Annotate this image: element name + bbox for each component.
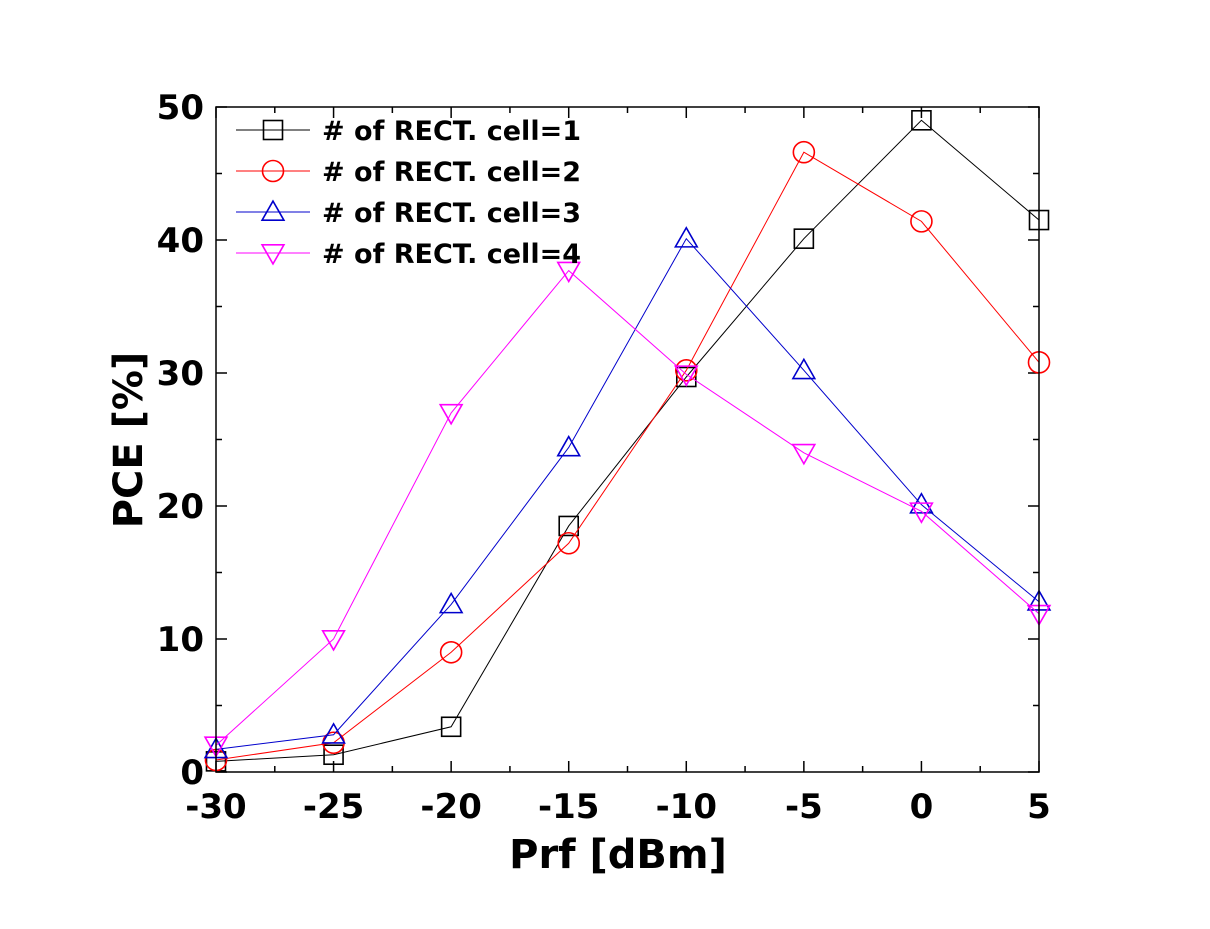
x-tick-label: -15 <box>538 787 599 827</box>
data-point <box>321 722 346 744</box>
x-tick-label: 5 <box>1027 787 1051 827</box>
data-point <box>439 640 463 664</box>
data-point <box>556 261 582 284</box>
y-tick-label: 20 <box>157 487 204 527</box>
legend: # of RECT. cell=1 # of RECT. cell=2 # of R… <box>236 116 581 270</box>
plot-frame <box>215 106 1040 773</box>
x-tick-label: -25 <box>303 787 364 827</box>
x-tick-label: -5 <box>785 787 823 827</box>
data-point <box>558 515 580 537</box>
x-axis-title: Prf [dBm] <box>509 832 727 878</box>
y-tick-label: 10 <box>157 620 204 660</box>
legend-marker <box>262 119 284 141</box>
y-tick-label: 0 <box>180 753 204 793</box>
series-4 <box>203 261 1052 758</box>
series-line <box>215 119 1040 762</box>
legend-entry-3: # of RECT. cell=3 <box>236 198 581 229</box>
legend-marker <box>260 244 286 266</box>
legend-entry-1: # of RECT. cell=1 <box>236 116 581 147</box>
data-point <box>791 443 817 466</box>
data-point <box>674 359 698 382</box>
x-tick-label: 0 <box>910 787 934 827</box>
x-tick-label: -10 <box>656 787 717 827</box>
y-tick-label: 30 <box>157 354 204 394</box>
legend-label: # of RECT. cell=2 <box>322 157 581 188</box>
legend-marker <box>261 159 285 183</box>
series-line <box>215 269 1040 746</box>
legend-entry-4: # of RECT. cell=4 <box>236 239 581 270</box>
legend-marker <box>260 199 286 221</box>
series-2 <box>204 140 1051 772</box>
legend-label: # of RECT. cell=4 <box>322 239 581 270</box>
y-tick-label: 40 <box>157 221 204 261</box>
data-point <box>909 502 934 524</box>
x-tick-label: -20 <box>420 787 481 827</box>
legend-label: # of RECT. cell=1 <box>322 116 581 147</box>
y-axis-title: PCE [%] <box>106 352 152 529</box>
series-3 <box>203 226 1052 759</box>
data-point <box>911 110 932 131</box>
data-point <box>673 365 699 387</box>
data-point <box>438 403 464 426</box>
data-point <box>910 210 933 233</box>
series-line <box>215 237 1040 750</box>
x-tick-label: -30 <box>185 787 246 827</box>
y-tick-label: 50 <box>157 88 204 128</box>
legend-entry-2: # of RECT. cell=2 <box>236 157 581 188</box>
data-point <box>792 140 816 164</box>
data-point <box>556 434 582 457</box>
data-point <box>321 630 346 652</box>
data-point <box>440 716 462 738</box>
data-point <box>438 591 464 614</box>
axis-ticks <box>215 106 1040 773</box>
series-line <box>215 151 1040 761</box>
data-point <box>791 357 817 380</box>
data-point <box>557 531 581 555</box>
data-series <box>203 110 1052 772</box>
data-point <box>673 226 699 248</box>
legend-label: # of RECT. cell=3 <box>322 198 581 229</box>
data-point <box>323 744 344 766</box>
data-point <box>793 228 815 249</box>
